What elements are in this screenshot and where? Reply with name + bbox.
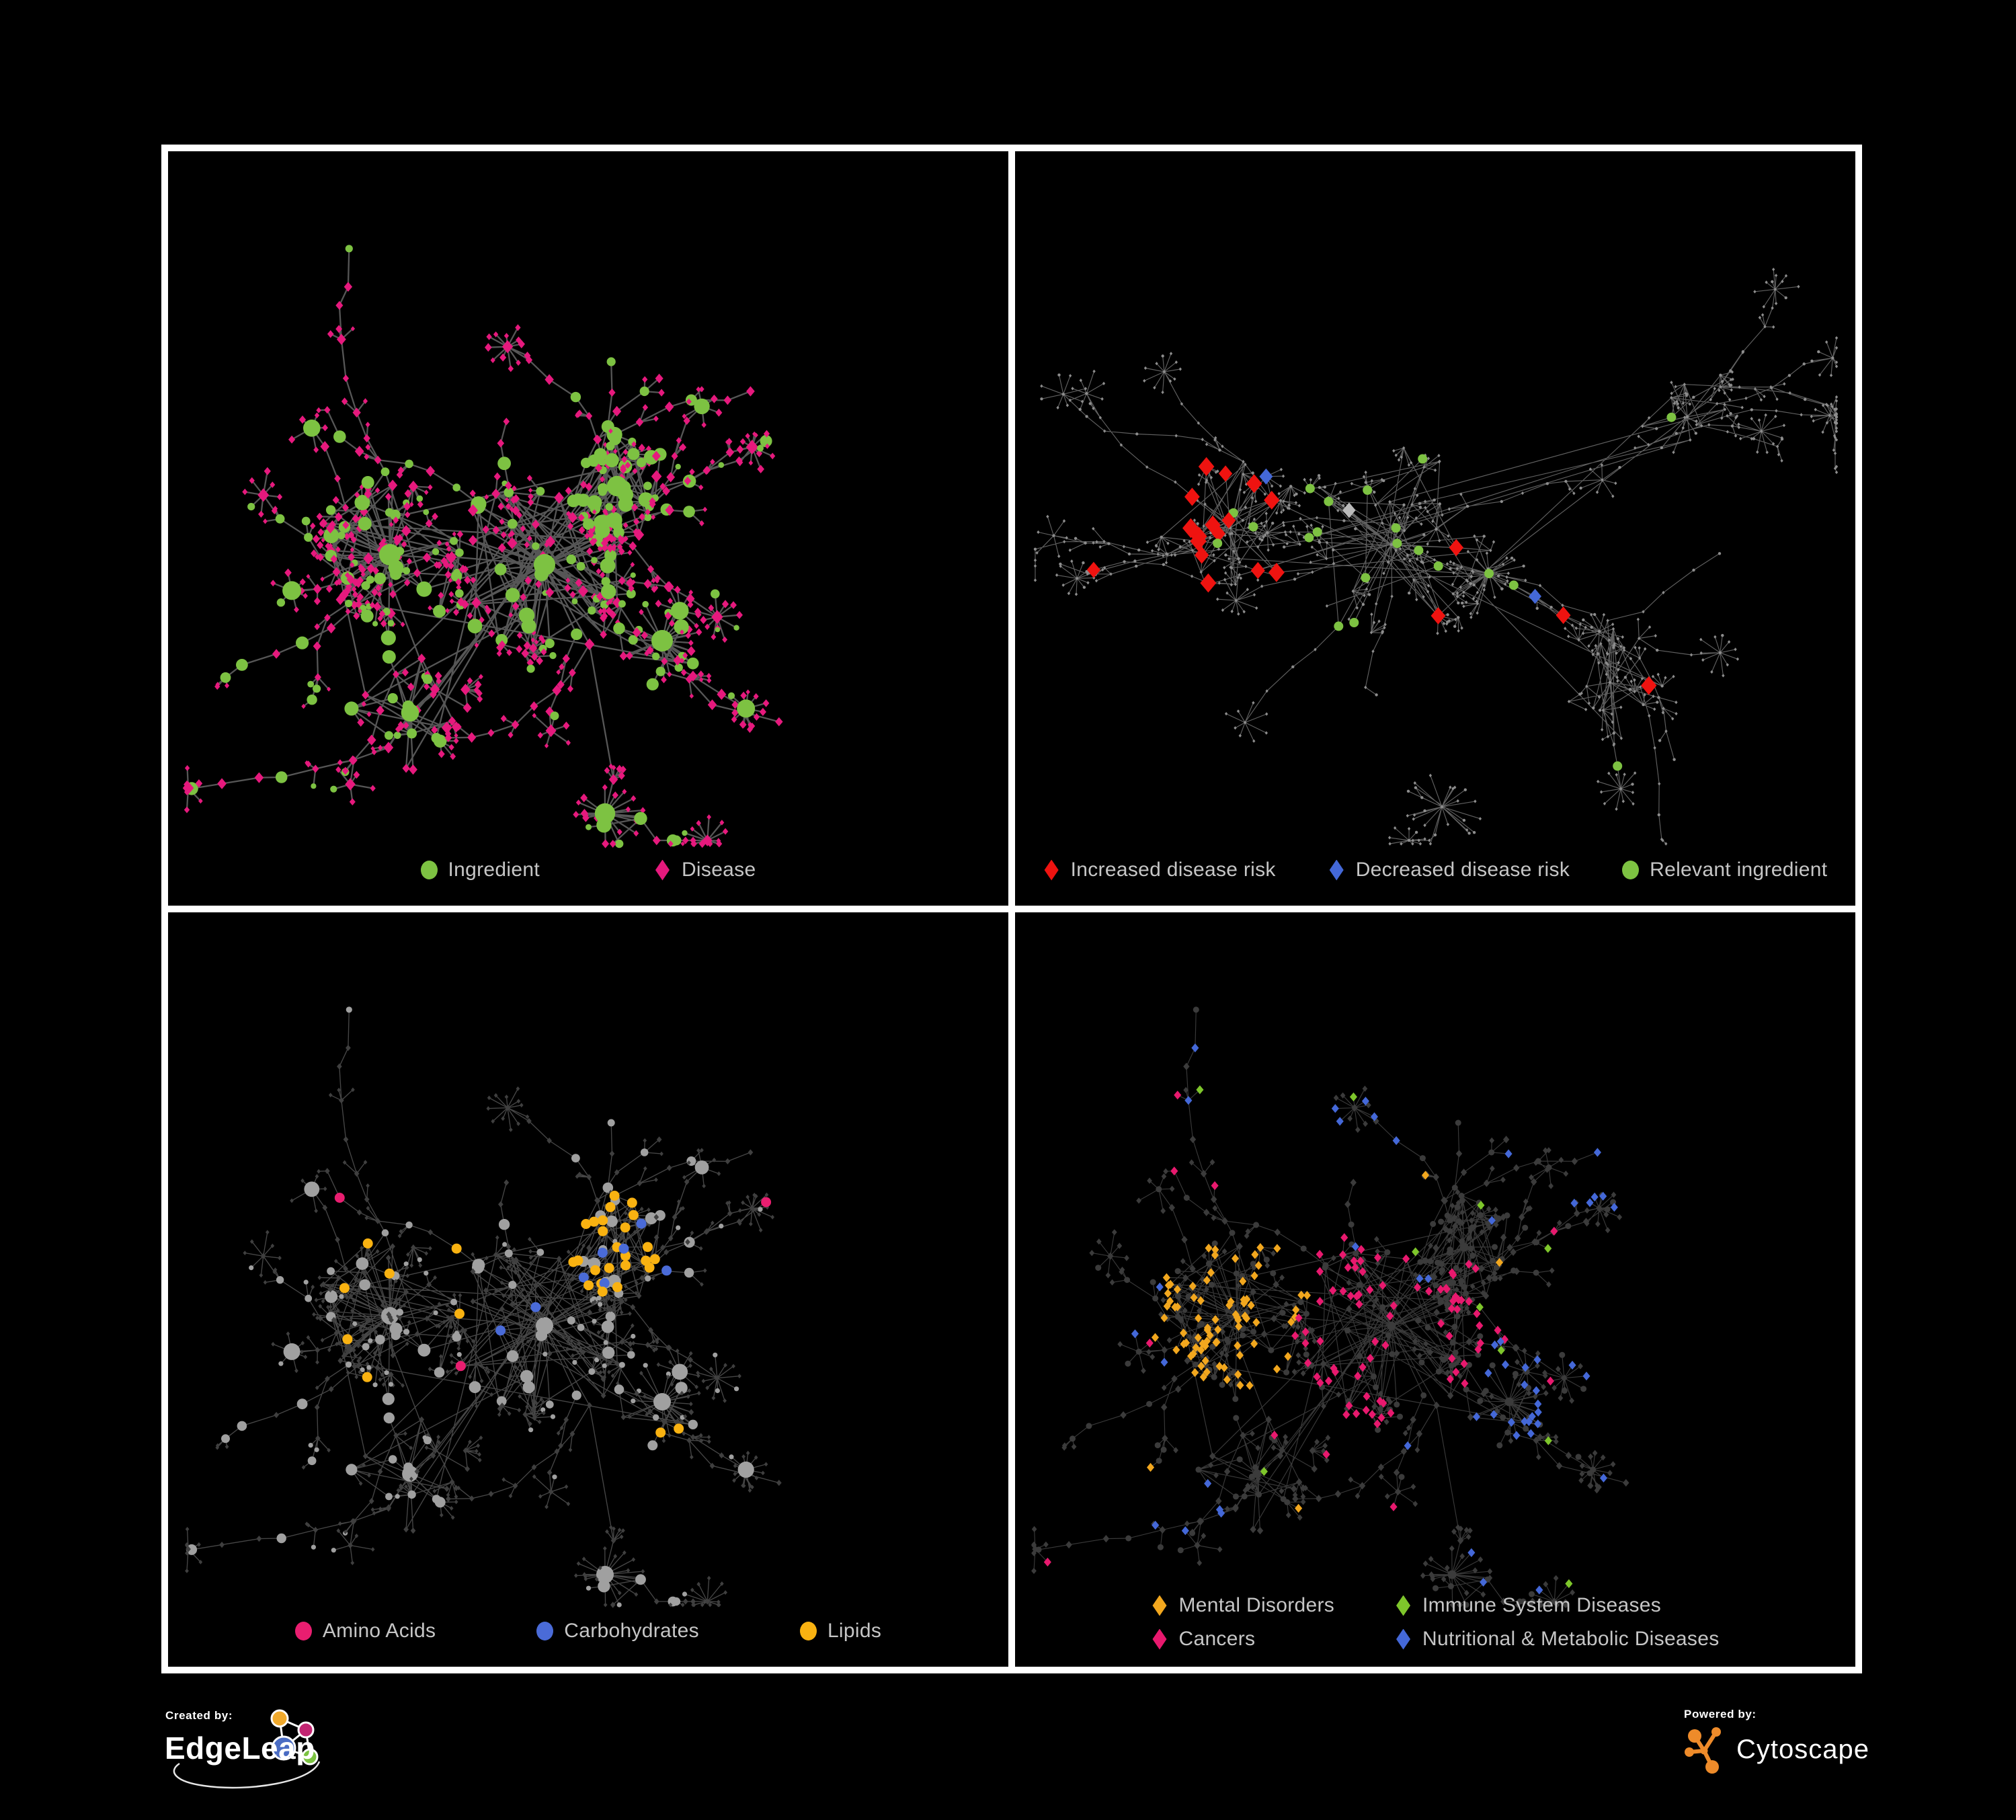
- legend-item: Disease: [654, 859, 756, 881]
- cytoscape-icon-node: [1711, 1727, 1721, 1737]
- edgeleap-node-green: [301, 1748, 319, 1766]
- legend-marker-diamond: [1152, 1628, 1167, 1650]
- edgeleap-swoosh: [173, 1761, 321, 1789]
- legend-item: Increased disease risk: [1043, 859, 1276, 881]
- powered-by-label: Powered by:: [1684, 1708, 1757, 1720]
- edgeleap-node-blue: [271, 1735, 296, 1761]
- legend-item: Carbohydrates: [536, 1620, 699, 1643]
- legend-label: Mental Disorders: [1178, 1594, 1335, 1616]
- node-types-legend: Ingredient Disease: [168, 859, 1008, 881]
- legend-marker-diamond: [1329, 859, 1344, 881]
- legend-label: Increased disease risk: [1070, 859, 1276, 881]
- legend-label: Immune System Diseases: [1422, 1594, 1662, 1616]
- legend-item: Mental Disorders: [1152, 1594, 1335, 1617]
- edgeleap-wordmark: EdgeLeap: [165, 1731, 315, 1766]
- edgeleap-credit: Created by:: [165, 1709, 233, 1723]
- cytoscape-icon-node: [1685, 1747, 1694, 1757]
- cytoscape-wordmark: Cytoscape: [1736, 1734, 1869, 1764]
- legend-label: Decreased disease risk: [1355, 859, 1570, 881]
- disease-risk-legend: Increased disease risk Decreased disease …: [1015, 859, 1855, 881]
- disease-risk-network: [1033, 268, 1839, 846]
- panel-disease-categories: Mental Disorders Immune System Diseases Ca…: [1015, 912, 1855, 1667]
- legend-label: Ingredient: [448, 859, 540, 881]
- legend-item: Immune System Diseases: [1395, 1594, 1661, 1617]
- cytoscape-icon: [1685, 1727, 1721, 1774]
- disease-categories-legend: Mental Disorders Immune System Diseases Ca…: [1015, 1594, 1855, 1651]
- node-types-network: [182, 245, 783, 848]
- legend-marker-diamond: [1396, 1595, 1411, 1616]
- cytoscape-credit: Powered by: Cytoscape: [1684, 1708, 1869, 1774]
- cytoscape-logo-row: Cytoscape: [1684, 1725, 1869, 1774]
- legend-marker-circle: [536, 1622, 554, 1640]
- disease-categories-network: [1031, 1006, 1629, 1609]
- legend-marker-diamond: [655, 859, 670, 881]
- compound-classes-network: [185, 1006, 782, 1608]
- legend-item: Ingredient: [420, 859, 540, 881]
- legend-label: Lipids: [827, 1620, 882, 1642]
- legend-marker-diamond: [1044, 859, 1059, 881]
- panel-node-types: Ingredient Disease: [168, 151, 1008, 906]
- edgeleap-node-pink: [297, 1721, 315, 1739]
- cytoscape-icon-node: [1700, 1747, 1708, 1755]
- legend-marker-circle: [420, 861, 438, 879]
- legend-label: Carbohydrates: [564, 1620, 699, 1642]
- legend-marker-diamond: [1152, 1595, 1167, 1616]
- edgeleap-node-orange: [270, 1709, 289, 1728]
- panel-disease-risk: Increased disease risk Decreased disease …: [1015, 151, 1855, 906]
- created-by-label: Created by:: [165, 1709, 233, 1722]
- legend-marker-circle: [294, 1622, 312, 1640]
- legend-marker-circle: [1622, 861, 1640, 879]
- legend-item: Relevant ingredient: [1622, 859, 1827, 881]
- legend-item: Cancers: [1152, 1628, 1256, 1651]
- cytoscape-icon-node: [1688, 1729, 1701, 1743]
- legend-label: Relevant ingredient: [1650, 859, 1828, 881]
- legend-label: Disease: [681, 859, 756, 881]
- edgeleap-glyph-edges: [278, 1717, 311, 1758]
- legend-label: Amino Acids: [322, 1620, 436, 1642]
- compound-classes-legend: Amino Acids Carbohydrates Lipids: [168, 1620, 1008, 1643]
- legend-item: Decreased disease risk: [1328, 859, 1570, 881]
- legend-marker-circle: [799, 1622, 817, 1640]
- legend-item: Lipids: [799, 1620, 882, 1643]
- legend-item: Amino Acids: [294, 1620, 436, 1643]
- legend-item: Nutritional & Metabolic Diseases: [1395, 1628, 1719, 1651]
- legend-label: Nutritional & Metabolic Diseases: [1422, 1628, 1720, 1650]
- legend-marker-diamond: [1396, 1628, 1411, 1650]
- network-grid: Ingredient Disease Increased disease risk…: [161, 145, 1862, 1673]
- legend-label: Cancers: [1178, 1628, 1256, 1650]
- panel-compound-classes: Amino Acids Carbohydrates Lipids: [168, 912, 1008, 1667]
- cytoscape-icon-node: [1705, 1760, 1719, 1774]
